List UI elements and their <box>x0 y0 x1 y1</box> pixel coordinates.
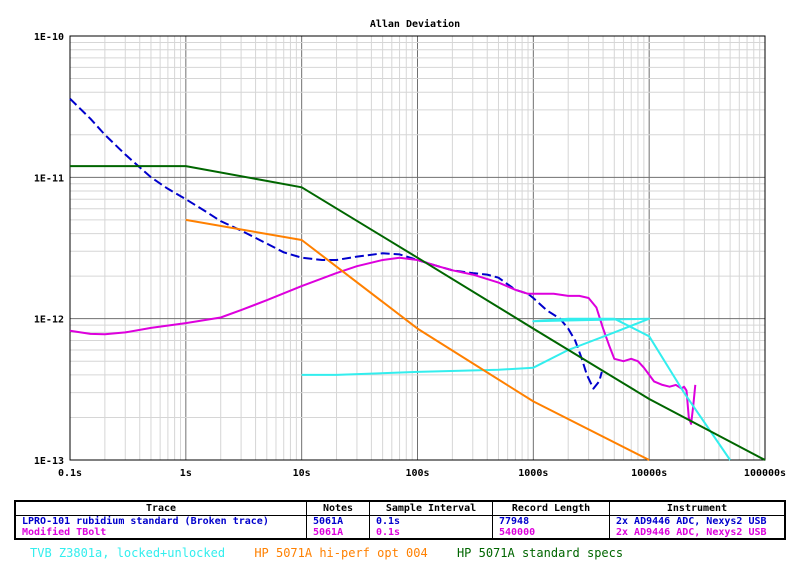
footer-legend-item: TVB Z3801a, locked+unlocked <box>30 546 226 560</box>
x-tick-label: 100s <box>405 468 429 479</box>
table-row: Modified TBolt 5061A 0.1s 540000 2x AD94… <box>14 527 786 539</box>
trace-sample-interval: 0.1s <box>369 527 493 539</box>
x-tick-label: 1s <box>180 468 192 479</box>
trace-sample-interval: 0.1s <box>369 515 493 527</box>
plot-frame <box>69 35 766 461</box>
grid <box>69 36 765 461</box>
x-tick-label: 1000s <box>518 468 548 479</box>
footer-legend-item: HP 5071A standard specs <box>456 546 624 560</box>
series-layer <box>69 97 766 461</box>
x-tick-label: 10s <box>293 468 311 479</box>
y-tick-label: 1E-10 <box>34 32 64 43</box>
trace-notes: 5061A <box>306 515 370 527</box>
series-line <box>185 218 650 461</box>
allan-deviation-chart: Allan Deviation 0.1s 1s 10s 100s 1000s 10000s… <box>34 18 786 479</box>
footer-legend: TVB Z3801a, locked+unlocked HP 5071A hi-… <box>30 546 645 560</box>
y-tick-label: 1E-12 <box>34 315 64 326</box>
x-tick-label: 10000s <box>631 468 667 479</box>
col-header-sample-interval: Sample Interval <box>369 500 493 516</box>
series-line <box>69 256 697 425</box>
trace-name: LPRO-101 rubidium standard (Broken trace… <box>14 515 307 527</box>
trace-record-length: 540000 <box>492 527 610 539</box>
col-header-instrument: Instrument <box>609 500 786 516</box>
x-tick-label: 0.1s <box>58 468 82 479</box>
trace-instrument: 2x AD9446 ADC, Nexys2 USB <box>609 527 786 539</box>
trace-notes: 5061A <box>306 527 370 539</box>
table-row: LPRO-101 rubidium standard (Broken trace… <box>14 515 786 527</box>
y-tick-label: 1E-11 <box>34 173 64 184</box>
col-header-notes: Notes <box>306 500 370 516</box>
tick-labels: 0.1s 1s 10s 100s 1000s 10000s 100000s 1E-10 1E-1… <box>34 32 786 479</box>
footer-legend-item: HP 5071A hi-perf opt 004 <box>254 546 428 560</box>
table-header-row: Trace Notes Sample Interval Record Lengt… <box>14 500 786 516</box>
trace-name: Modified TBolt <box>14 527 307 539</box>
col-header-record-length: Record Length <box>492 500 610 516</box>
x-tick-label: 100000s <box>744 468 786 479</box>
col-header-trace: Trace <box>14 500 307 516</box>
trace-legend-table: Trace Notes Sample Interval Record Lengt… <box>14 500 786 540</box>
series-line <box>301 317 731 461</box>
trace-record-length: 77948 <box>492 515 610 527</box>
y-tick-label: 1E-13 <box>34 456 64 467</box>
chart-title: Allan Deviation <box>370 18 460 30</box>
trace-instrument: 2x AD9446 ADC, Nexys2 USB <box>609 515 786 527</box>
series-line <box>69 97 603 390</box>
series-line <box>70 165 766 461</box>
